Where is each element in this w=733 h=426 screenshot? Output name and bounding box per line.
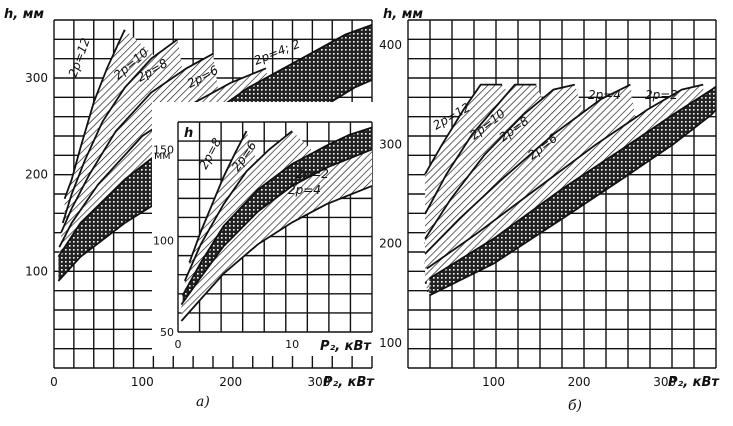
x-axis-label: P₂, кВт (668, 375, 720, 390)
x-axis-label: P₂, кВт (323, 375, 375, 390)
a-y-tick-label: 200 (25, 168, 48, 182)
inset-y-unit: мм (154, 149, 171, 162)
a-band-0 (64, 29, 169, 243)
a-x-tick-label: 200 (219, 375, 242, 389)
inset-band-label-2p4: 2p=4 (288, 183, 321, 197)
inset-band-3 (181, 149, 372, 321)
chart-panel-b: 100 200 300 100 200 300 400 h, мм P₂, кВт б) 2… (379, 7, 720, 414)
inset-x-axis-label: P₂, кВт (320, 339, 372, 354)
b-y-tick-label: 100 (379, 336, 402, 350)
b-x-tick-label: 100 (482, 375, 505, 389)
a-y-tick-label: 300 (25, 71, 48, 85)
inset-upper-curve-2 (181, 126, 373, 296)
inset-band-label-2p2: 2p=2 (296, 167, 329, 181)
a-upper-curve-0 (63, 29, 126, 200)
b-upper-curve-2 (424, 83, 576, 240)
inset-ticks: 0 10 50 100 150 (153, 143, 299, 351)
a-upper-curve-3 (58, 67, 267, 248)
a-upper-curve-1 (61, 38, 179, 224)
inset-upper-curve-3 (180, 148, 373, 306)
y-axis-label: h, мм (383, 7, 423, 22)
b-upper-curve-3 (424, 83, 631, 255)
b-upper-curve-0 (424, 83, 503, 175)
a-x-tick-label: 100 (131, 375, 154, 389)
b-upper-curve-5 (428, 85, 717, 280)
b-y-tick-label: 300 (379, 137, 402, 151)
chart-panel-a: 0 100 200 300 100 200 300 0 10 50 100 150 h, мм P₂… (4, 7, 377, 410)
a-x-tick-label: 300 (308, 375, 331, 389)
ticks: 100 200 300 100 200 300 400 (379, 38, 676, 389)
band-label-2p2: 2p=2 (645, 88, 678, 102)
inset-upper-curve-1 (183, 130, 293, 282)
b-x-tick-label: 200 (568, 375, 591, 389)
a-y-tick-label: 100 (25, 264, 48, 278)
inset-y-tick-label: 150 (153, 143, 174, 156)
a-x-tick-label: 0 (50, 375, 58, 389)
band-label-2p12: 2p=12 (66, 36, 93, 79)
inset-x-tick-label: 10 (285, 338, 299, 351)
inset-upper-curve-0 (188, 130, 248, 263)
b-lower-curve-5 (429, 108, 717, 297)
b-upper-curve-4 (426, 83, 704, 270)
band-label-2p4: 2p=4 (588, 88, 621, 102)
inset-y-tick-label: 50 (160, 326, 174, 339)
a-upper-curve-2 (60, 53, 214, 234)
inset-y-axis-label: h (184, 126, 193, 141)
y-axis-label: h, мм (4, 7, 44, 22)
b-band-5 (429, 86, 716, 296)
b-y-tick-label: 200 (379, 237, 402, 251)
inset-lower-curve-3 (180, 185, 373, 322)
b-upper-curve-1 (424, 83, 537, 215)
inset-x-tick-label: 0 (175, 338, 182, 351)
b-y-tick-label: 400 (379, 38, 402, 52)
bands (424, 83, 717, 297)
b-x-tick-label: 300 (653, 375, 676, 389)
inset-bands (180, 126, 373, 322)
inset-y-tick-label: 100 (153, 235, 174, 248)
panel-label: а) (196, 394, 210, 410)
panel-label: б) (568, 398, 582, 414)
